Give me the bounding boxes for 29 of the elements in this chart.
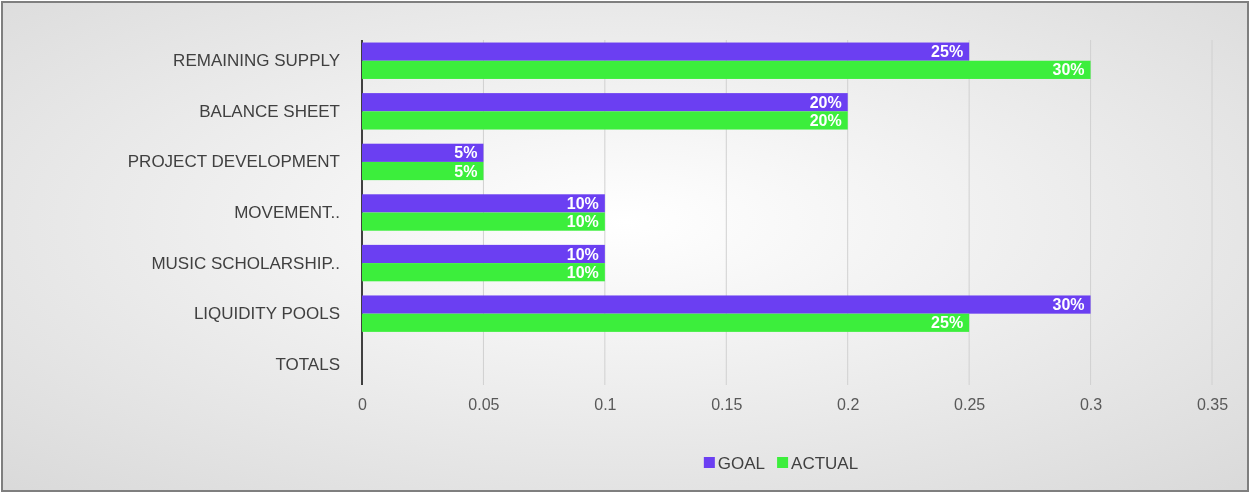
y-tick-label: MOVEMENT.. [234, 202, 340, 222]
y-tick-label: TOTALS [275, 354, 340, 374]
x-tick-label: 0.3 [1079, 396, 1103, 414]
y-tick-label: BALANCE SHEET [199, 101, 340, 121]
legend-label: ACTUAL [791, 453, 859, 473]
x-tick-label: 0.1 [594, 396, 617, 414]
data-label: 25% [931, 314, 964, 332]
data-label: 10% [566, 194, 599, 212]
data-label: 30% [1052, 61, 1085, 79]
data-label: 25% [931, 43, 964, 61]
data-label: 20% [809, 112, 842, 130]
y-tick-label: LIQUIDITY POOLS [193, 304, 340, 324]
data-label: 5% [454, 144, 478, 162]
x-tick-label: 0.15 [711, 396, 743, 414]
y-tick-label: MUSIC SCHOLARSHIP.. [151, 253, 340, 273]
y-tick-label: REMAINING SUPPLY [173, 51, 340, 71]
x-tick-label: 0.35 [1196, 396, 1229, 414]
x-tick-label: 0.05 [468, 396, 500, 414]
x-tick-label: 0.25 [954, 396, 986, 414]
x-tick-label: 0.2 [837, 396, 860, 414]
data-label: 30% [1052, 296, 1085, 314]
x-tick-label: 0 [358, 396, 368, 414]
data-label: 10% [566, 213, 599, 231]
data-label: 10% [566, 263, 599, 281]
y-tick-label: PROJECT DEVELOPMENT [127, 152, 340, 172]
data-label: 5% [454, 162, 478, 180]
data-label: 20% [809, 93, 842, 111]
legend-label: GOAL [717, 453, 766, 473]
data-label: 10% [566, 245, 599, 263]
